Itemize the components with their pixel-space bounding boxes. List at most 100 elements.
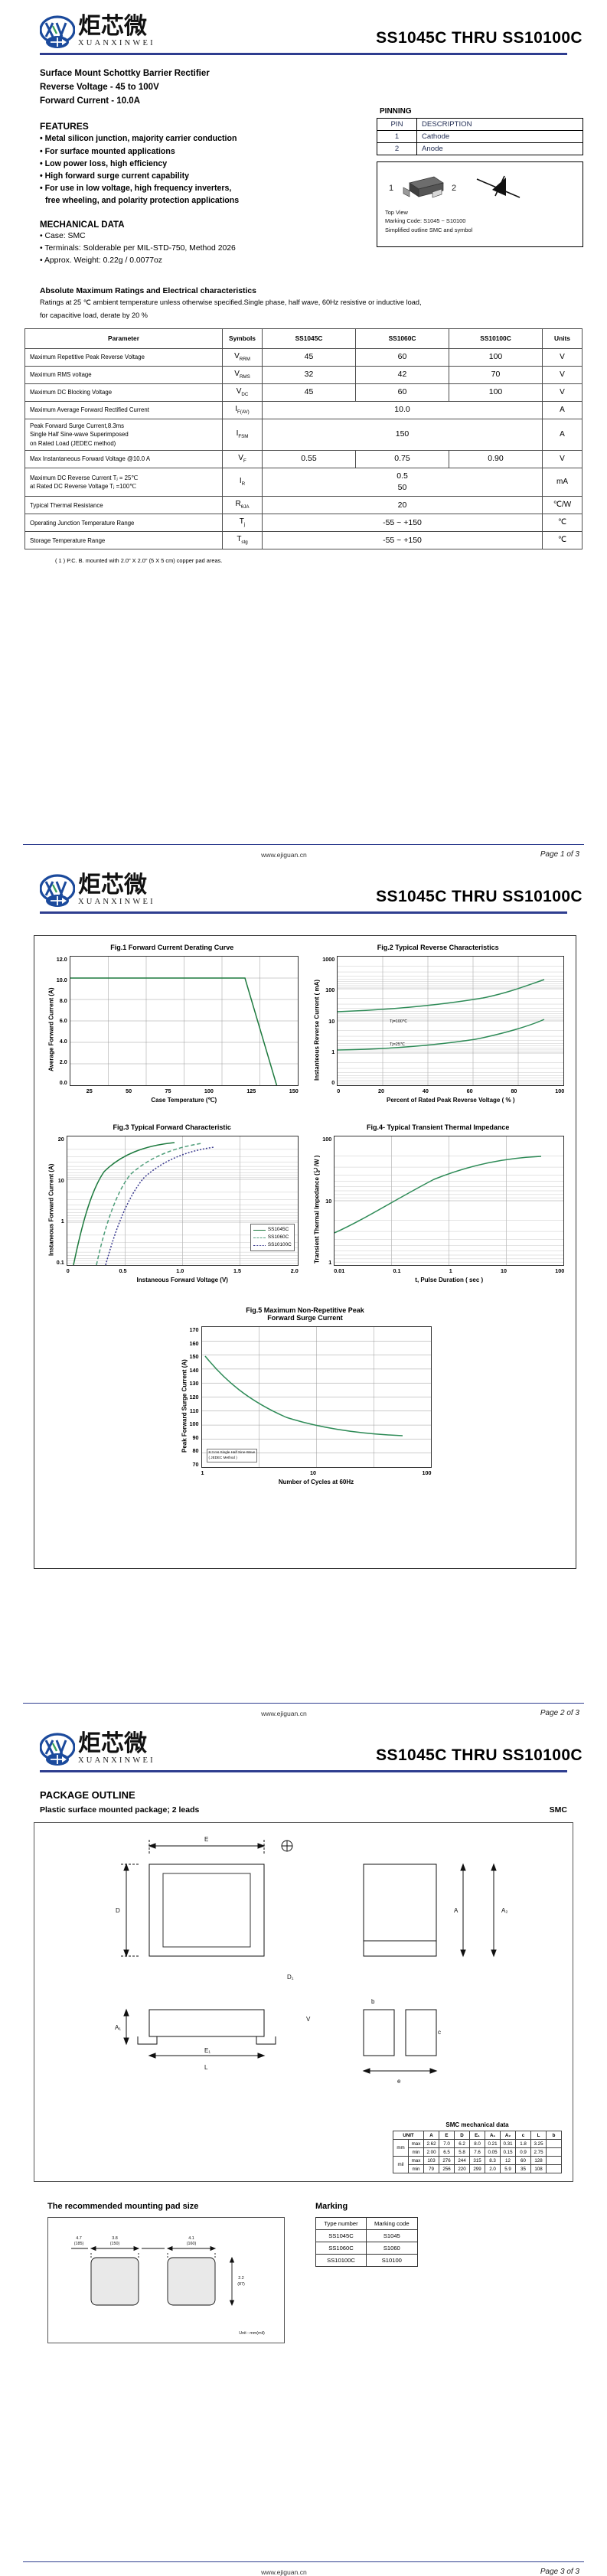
table-row: SS10100C S10100 xyxy=(315,2254,418,2267)
mounting-pad-title: The recommended mounting pad size xyxy=(47,2202,199,2211)
feature-item: • Metal silicon junction, majority carri… xyxy=(40,134,237,144)
table-row: 1 Cathode xyxy=(377,130,583,143)
x-axis-label: Number of Cycles at 60Hz xyxy=(278,1479,354,1485)
chart-row-3: Fig.5 Maximum Non-Repetitive Peak Forwar… xyxy=(39,1306,571,1485)
x-axis-label: t, Pulse Duration ( sec ) xyxy=(415,1277,484,1283)
data-curve xyxy=(338,979,545,1012)
company-logo: 炬芯微 XUANXINWEI xyxy=(40,14,155,49)
col-header-units: Units xyxy=(542,328,583,349)
plot-svg xyxy=(335,1136,564,1265)
axis-tick: 20 xyxy=(378,1087,385,1094)
mech-cell: 7.0 xyxy=(439,2139,455,2148)
mechanical-item: • Case: SMC xyxy=(40,232,86,240)
mech-cell: 103 xyxy=(423,2156,439,2165)
axis-tick: 1.5 xyxy=(233,1267,241,1274)
axis-tick: 2.0 xyxy=(290,1267,299,1274)
footer-url[interactable]: www.ejiguan.cn xyxy=(261,1709,307,1717)
pad-dim-value: 4.7 xyxy=(76,2236,82,2241)
rating-value: -55 ~ +150 xyxy=(262,514,543,533)
axis-tick: 140 xyxy=(189,1366,199,1374)
pad-layout-svg: 4.7 (185) 3.8 (150) 4.1 (160) 2.2 (87) U… xyxy=(71,2236,265,2336)
mech-cell: 60 xyxy=(515,2156,531,2165)
footer-divider xyxy=(23,1702,584,1704)
pad-dim-mil: (150) xyxy=(110,2242,120,2246)
chart-annotation: 8.3 ms Single Half Sine-Wave ( JEDEC Met… xyxy=(206,1449,258,1462)
package-note-line: Top View xyxy=(385,209,408,216)
y-axis-ticks: 20 10 1 0.1 xyxy=(57,1136,67,1266)
mech-col-header: A₁ xyxy=(485,2131,501,2140)
data-curve xyxy=(335,1156,542,1234)
mechanical-item: • Approx. Weight: 0.22g / 0.0077oz xyxy=(40,256,162,266)
footer-url[interactable]: www.ejiguan.cn xyxy=(261,2568,307,2576)
mech-cell: 299 xyxy=(469,2164,485,2173)
rating-unit: V xyxy=(542,365,583,384)
marking-cell: SS10100C xyxy=(315,2254,367,2267)
table-row: mil max 103 276 244 315 8.3 12 60 128 xyxy=(393,2156,562,2173)
page-3: 炬芯微 XUANXINWEI SS1045C THRU SS10100C PAC… xyxy=(0,1717,607,2576)
legend-item: SS10100C xyxy=(253,1241,292,1249)
mech-cell: 7.6 xyxy=(469,2147,485,2157)
x-axis-ticks: 0.01 0.1 1 10 100 xyxy=(334,1267,564,1274)
axis-tick: 1 xyxy=(449,1267,452,1274)
data-curve xyxy=(70,977,277,1085)
rating-unit: V xyxy=(542,383,583,402)
x-axis-label: Percent of Rated Peak Reverse Voltage ( … xyxy=(387,1097,515,1104)
mech-cell: 315 xyxy=(469,2156,485,2165)
x-axis-ticks: 1 10 100 xyxy=(201,1469,432,1476)
rating-unit: ℃/W xyxy=(542,496,583,515)
axis-tick: 50 xyxy=(126,1087,132,1094)
col-header-symbols: Symbols xyxy=(222,328,263,349)
feature-item: • Low power loss, high efficiency xyxy=(40,158,168,168)
header-divider xyxy=(40,1770,567,1772)
chart-title: Fig.2 Typical Reverse Characteristics xyxy=(377,944,499,951)
axis-tick: 6.0 xyxy=(59,1017,67,1025)
mech-cell: 0.21 xyxy=(485,2139,501,2148)
axis-tick: 10 xyxy=(325,1197,332,1205)
axis-tick: 0.0 xyxy=(59,1078,67,1086)
table-row: Typical Thermal Resistance RθJA 20 ℃/W xyxy=(24,496,583,515)
document-header: 炬芯微 XUANXINWEI SS1045C THRU SS10100C xyxy=(17,859,590,908)
logo-english-name: XUANXINWEI xyxy=(78,38,155,47)
footer-url[interactable]: www.ejiguan.cn xyxy=(261,850,307,859)
axis-tick: 4.0 xyxy=(59,1038,67,1045)
mech-col-header: E xyxy=(439,2131,455,2140)
header-divider xyxy=(40,53,567,55)
axis-tick: 80 xyxy=(192,1447,199,1455)
rating-value: 150 xyxy=(262,418,543,451)
mech-cell: 2.75 xyxy=(530,2147,547,2157)
pad-unit-label: Unit : mm(mil) xyxy=(239,2331,265,2336)
package-notes: Top View Marking Code: S1045 ~ S10100 Si… xyxy=(383,208,576,234)
document-header: 炬芯微 XUANXINWEI SS1045C THRU SS10100C xyxy=(17,0,590,49)
legend-swatch xyxy=(253,1229,266,1231)
legend-item: SS1045C xyxy=(253,1226,292,1234)
axis-tick: 100 xyxy=(555,1267,565,1274)
rating-value: 0.5 50 xyxy=(262,467,543,497)
table-row: mm max 2.62 7.0 6.2 8.0 0.21 0.31 1.8 3.25 xyxy=(393,2139,562,2157)
axis-tick: 0.1 xyxy=(56,1258,64,1266)
svg-text:Tj=100℃: Tj=100℃ xyxy=(390,1019,408,1024)
pin-1-label: 1 xyxy=(388,184,394,193)
marking-cell: SS1060C xyxy=(315,2242,367,2255)
plot-area: Tj=100℃ Tj=25℃ xyxy=(337,956,565,1086)
package-drawing: E D A A₂ E₁ A₁ L e b c V D₁ SMC mechanic… xyxy=(34,1822,573,2182)
data-curve xyxy=(105,1146,214,1265)
chart-fig1: Fig.1 Forward Current Derating Curve Ave… xyxy=(46,944,299,1104)
rating-parameter: Maximum Average Forward Rectified Curren… xyxy=(24,400,223,419)
legend-label: SS1060C xyxy=(267,1234,289,1241)
marking-cell: SS1045C xyxy=(315,2229,367,2242)
mech-col-header: b xyxy=(546,2131,562,2140)
svg-text:A₂: A₂ xyxy=(501,1907,507,1914)
axis-tick: 1000 xyxy=(322,956,335,963)
ratings-title: Absolute Maximum Ratings and Electrical … xyxy=(40,287,256,296)
col-header-ss1060c: SS1060C xyxy=(355,328,449,349)
mech-cell: 5.9 xyxy=(500,2164,516,2173)
table-row: PIN DESCRIPTION xyxy=(377,118,583,131)
rating-symbol: VDC xyxy=(222,383,263,402)
axis-tick: 12.0 xyxy=(56,956,67,963)
axis-tick: 0.1 xyxy=(393,1267,401,1274)
mech-cell xyxy=(546,2156,562,2165)
axis-tick: 170 xyxy=(189,1326,199,1333)
rating-unit: V xyxy=(542,449,583,468)
plot-area xyxy=(69,956,299,1086)
